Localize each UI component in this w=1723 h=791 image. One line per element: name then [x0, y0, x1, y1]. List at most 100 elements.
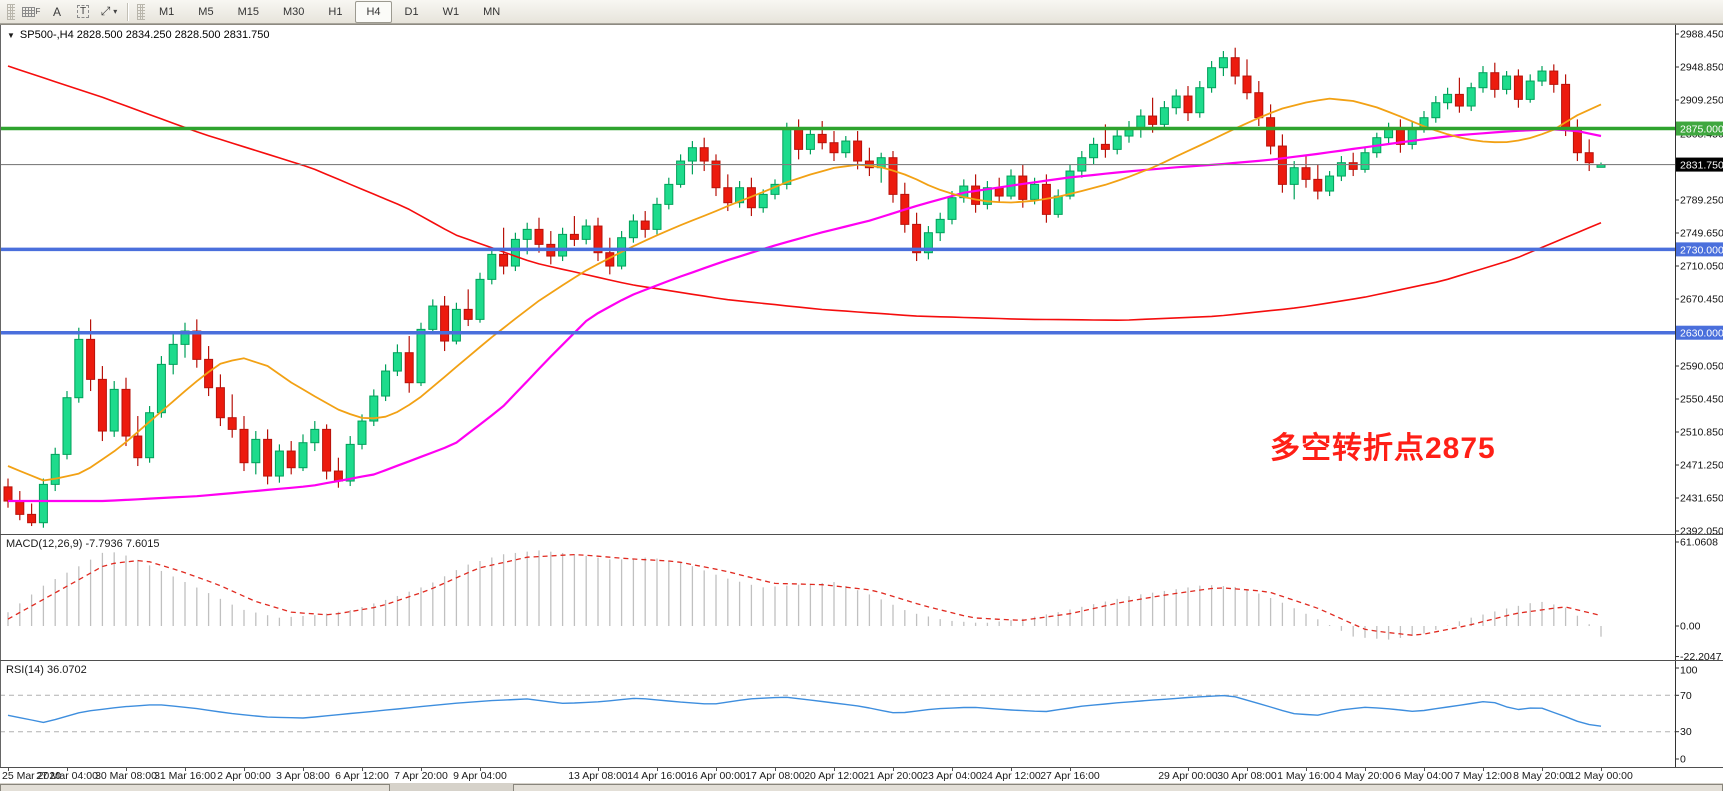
text-box-icon[interactable]: T	[70, 1, 96, 23]
time-axis-label: 6 May 04:00	[1395, 770, 1453, 782]
time-axis-tick	[480, 768, 481, 771]
macd-histogram	[7, 550, 1602, 640]
price-badge-2875.000: 2875.000	[1676, 121, 1723, 136]
time-axis-label: 29 Apr 00:00	[1158, 770, 1218, 782]
time-axis-label: 9 Apr 04:00	[453, 770, 507, 782]
price-badge-2630.000: 2630.000	[1676, 325, 1723, 340]
time-axis-label: 20 Apr 12:00	[804, 770, 864, 782]
svg-text:2831.750: 2831.750	[1680, 160, 1723, 172]
time-axis-tick	[1306, 768, 1307, 771]
timeframe-button-group: M1 M5 M15 M30 H1 H4 D1 W1 MN	[148, 0, 511, 23]
time-axis-tick	[421, 768, 422, 771]
rsi-axis: 100 70 30 0	[1675, 665, 1698, 766]
svg-text:2392.050: 2392.050	[1680, 526, 1723, 535]
svg-text:0.00: 0.00	[1680, 621, 1701, 633]
letter-a-glyph: A	[52, 4, 61, 19]
time-axis-label: 14 Apr 16:00	[627, 770, 687, 782]
timeframe-button-M5[interactable]: M5	[198, 5, 214, 18]
rsi-indicator-label: RSI(14) 36.0702	[6, 664, 87, 676]
timeframe-button-M1[interactable]: M1	[159, 5, 175, 18]
svg-text:2948.850: 2948.850	[1680, 62, 1723, 74]
time-axis-label: 24 Apr 12:00	[981, 770, 1041, 782]
time-axis-label: 4 May 20:00	[1336, 770, 1394, 782]
background-window-fragment	[513, 784, 1723, 791]
timeframe-button-W1[interactable]: W1	[442, 5, 460, 18]
svg-text:2988.450: 2988.450	[1680, 29, 1723, 41]
letter-t-glyph: T	[76, 5, 90, 18]
macd-indicator-panel[interactable]: 61.0608 0.00 -22.2047 MACD(12,26,9) -7.793…	[0, 534, 1723, 660]
time-axis-label: 3 Apr 08:00	[276, 770, 330, 782]
time-axis-tick	[1011, 768, 1012, 771]
time-axis-label: 30 Apr 08:00	[1217, 770, 1277, 782]
ma-line-fast-ma-orange	[7, 97, 1602, 482]
time-axis-tick	[716, 768, 717, 771]
arrows-glyph: ⤢	[100, 4, 111, 18]
timeframe-button-MN[interactable]: MN	[483, 5, 501, 18]
dotted-grid-f-icon[interactable]: F	[18, 1, 44, 23]
time-axis-tick	[1188, 768, 1189, 771]
time-axis-label: 23 Apr 04:00	[922, 770, 982, 782]
svg-text:100: 100	[1680, 665, 1698, 677]
time-axis-tick	[67, 768, 68, 771]
price-badge-2730.000: 2730.000	[1676, 242, 1723, 257]
time-axis-label: 7 May 12:00	[1454, 770, 1512, 782]
collapse-arrow-icon[interactable]: ▼	[7, 30, 15, 40]
dropdown-caret-icon[interactable]: ▾	[113, 7, 118, 16]
time-axis-label: 2 Apr 00:00	[217, 770, 271, 782]
time-axis-tick	[244, 768, 245, 771]
macd-indicator-label: MACD(12,26,9) -7.7936 7.6015	[6, 538, 160, 550]
main-chart-panel[interactable]: 2988.4502948.8502909.2502868.4502789.250…	[0, 24, 1723, 534]
time-axis-label: 16 Apr 00:00	[686, 770, 746, 782]
time-axis[interactable]: 25 Mar 2020 27 Mar 04:00 30 Mar 08:00 31 Ma…	[0, 767, 1723, 783]
timeframe-button-M30[interactable]: M30	[282, 5, 305, 18]
ma-line-mid-ma-magenta	[8, 128, 1602, 503]
time-axis-tick	[1483, 768, 1484, 771]
time-axis-tick	[952, 768, 953, 771]
time-axis-tick	[834, 768, 835, 771]
candlestick-chart[interactable]: 2988.4502948.8502909.2502868.4502789.250…	[0, 25, 1723, 534]
timeframe-button-H4[interactable]: H4	[355, 0, 392, 23]
time-axis-tick	[303, 768, 304, 771]
time-axis-tick	[126, 768, 127, 771]
rsi-line	[7, 694, 1602, 727]
time-axis-label: 12 May 00:00	[1569, 770, 1633, 782]
chart-title[interactable]: ▼ SP500-,H4 2828.500 2834.250 2828.500 2…	[7, 29, 269, 41]
toolbar-grip[interactable]	[7, 3, 15, 20]
svg-text:0: 0	[1680, 754, 1686, 766]
svg-text:70: 70	[1680, 690, 1692, 702]
ma-line-slow-ma-red	[7, 65, 1602, 321]
time-axis-label: 17 Apr 08:00	[745, 770, 805, 782]
svg-text:2730.000: 2730.000	[1680, 244, 1723, 256]
chart-annotation: 多空转折点2875	[1270, 432, 1496, 465]
rsi-chart[interactable]: 100 70 30 0	[0, 661, 1723, 767]
background-window-fragment	[0, 784, 390, 791]
price-badge-2831.750: 2831.750	[1676, 157, 1723, 172]
svg-text:2630.000: 2630.000	[1680, 328, 1723, 340]
time-axis-label: 21 Apr 20:00	[863, 770, 923, 782]
toolbar: F A T ⤢ ▾ M1 M5 M15 M30 H1 H4 D1 W1 MN	[0, 0, 1723, 24]
macd-chart[interactable]: 61.0608 0.00 -22.2047	[0, 535, 1723, 660]
toolbar-grip-2[interactable]	[137, 3, 145, 20]
text-label-icon[interactable]: A	[44, 1, 70, 23]
timeframe-button-H1[interactable]: H1	[328, 5, 343, 18]
time-axis-label: 27 Apr 16:00	[1040, 770, 1100, 782]
time-axis-tick	[1247, 768, 1248, 771]
rsi-indicator-panel[interactable]: 100 70 30 0 RSI(14) 36.0702	[0, 660, 1723, 767]
timeframe-button-D1[interactable]: D1	[404, 5, 419, 18]
time-axis-tick	[657, 768, 658, 771]
macd-signal-line	[7, 553, 1602, 636]
svg-text:2749.650: 2749.650	[1680, 228, 1723, 240]
background-windows-strip	[0, 783, 1723, 791]
svg-text:61.0608: 61.0608	[1680, 536, 1718, 548]
svg-text:2510.850: 2510.850	[1680, 427, 1723, 439]
svg-text:2789.250: 2789.250	[1680, 195, 1723, 207]
svg-text:2670.450: 2670.450	[1680, 294, 1723, 306]
time-axis-tick	[1542, 768, 1543, 771]
time-axis-tick	[598, 768, 599, 771]
time-axis-tick	[1365, 768, 1366, 771]
svg-text:2909.250: 2909.250	[1680, 95, 1723, 107]
cursor-arrows-icon[interactable]: ⤢ ▾	[96, 1, 122, 23]
timeframe-button-M15[interactable]: M15	[237, 5, 259, 18]
time-axis-label: 7 Apr 20:00	[394, 770, 448, 782]
svg-text:-22.2047: -22.2047	[1680, 651, 1722, 660]
